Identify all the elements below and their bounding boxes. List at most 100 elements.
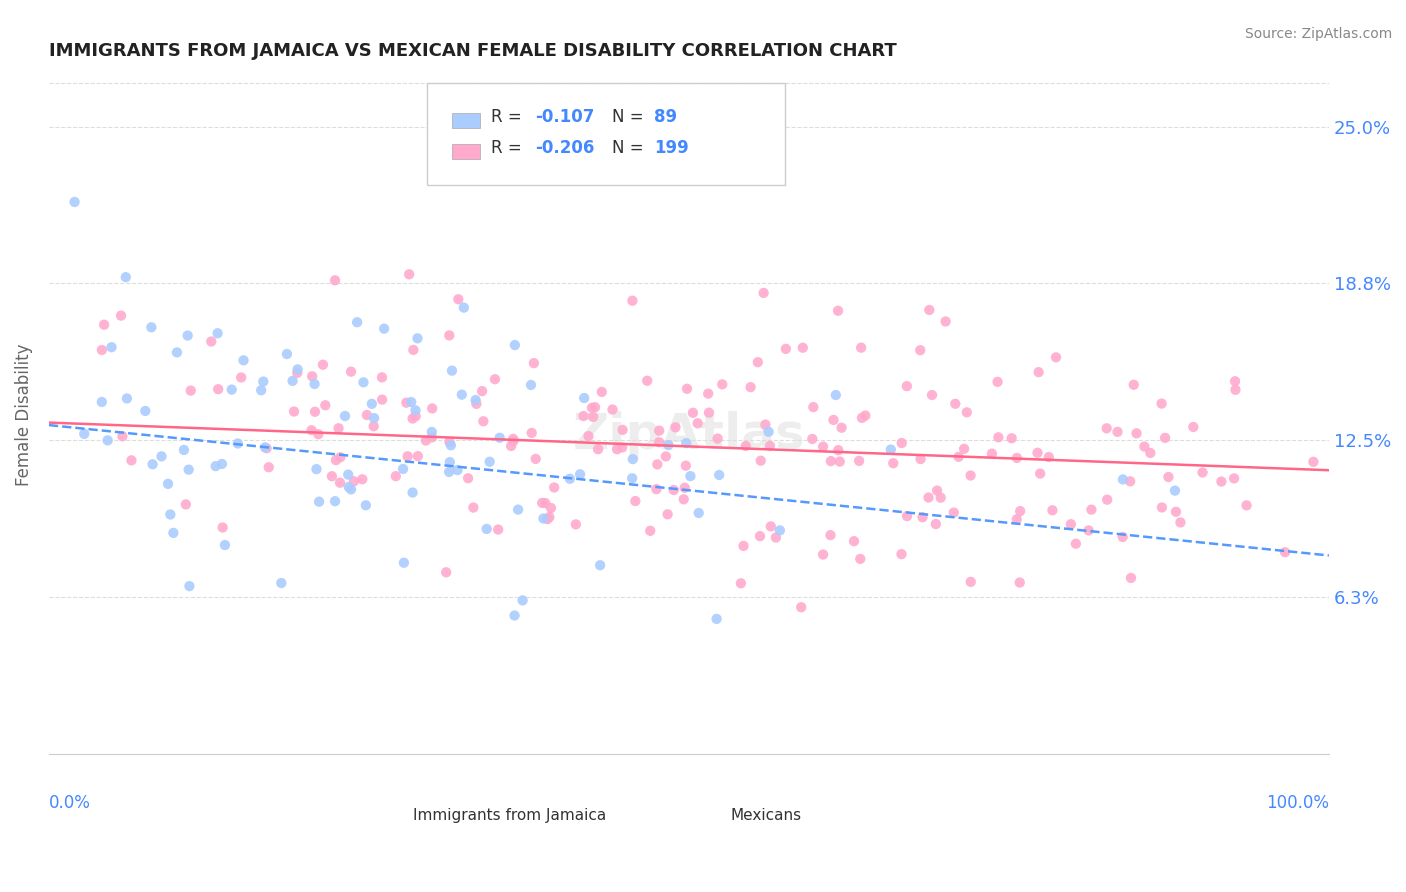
Point — [621, 452, 644, 467]
Point — [340, 483, 363, 497]
Point — [270, 576, 292, 591]
Point — [110, 309, 132, 323]
Point — [396, 450, 419, 464]
Point — [621, 471, 644, 485]
Point — [1112, 530, 1135, 544]
Point — [329, 475, 352, 490]
Point — [177, 463, 200, 477]
Point — [1060, 517, 1083, 532]
Point — [352, 472, 374, 486]
Point — [1225, 383, 1247, 397]
Point — [1064, 537, 1087, 551]
Point — [929, 491, 952, 505]
Point — [464, 392, 486, 407]
Point — [1119, 475, 1142, 489]
Point — [207, 326, 229, 341]
Text: IMMIGRANTS FROM JAMAICA VS MEXICAN FEMALE DISABILITY CORRELATION CHART: IMMIGRANTS FROM JAMAICA VS MEXICAN FEMAL… — [49, 42, 897, 60]
Point — [1182, 420, 1205, 434]
Point — [531, 496, 554, 510]
Point — [679, 469, 702, 483]
Point — [343, 475, 366, 489]
Point — [711, 377, 734, 392]
Point — [254, 441, 277, 455]
Point — [849, 552, 872, 566]
Point — [828, 454, 851, 468]
Point — [769, 524, 792, 538]
Point — [709, 468, 731, 483]
Point — [697, 386, 720, 401]
Point — [142, 457, 165, 471]
Point — [252, 375, 274, 389]
Point — [156, 476, 179, 491]
Point — [304, 377, 326, 392]
Point — [1010, 504, 1032, 518]
Point — [792, 341, 814, 355]
Point — [733, 539, 755, 553]
Point — [849, 341, 872, 355]
Point — [1122, 377, 1144, 392]
Text: Source: ZipAtlas.com: Source: ZipAtlas.com — [1244, 27, 1392, 41]
Point — [283, 404, 305, 418]
Text: 199: 199 — [654, 138, 689, 157]
Point — [1164, 483, 1187, 498]
Point — [538, 510, 561, 524]
Point — [1107, 425, 1129, 439]
Point — [1042, 503, 1064, 517]
Point — [488, 431, 510, 445]
Point — [986, 375, 1008, 389]
Point — [1026, 446, 1049, 460]
Point — [502, 432, 524, 446]
Point — [301, 423, 323, 437]
Point — [638, 524, 661, 538]
Point — [472, 414, 495, 428]
Point — [740, 380, 762, 394]
Point — [301, 369, 323, 384]
Y-axis label: Female Disability: Female Disability — [15, 343, 32, 486]
Point — [484, 372, 506, 386]
Point — [820, 454, 842, 468]
Point — [925, 517, 948, 532]
Point — [395, 395, 418, 409]
Point — [1005, 512, 1028, 526]
Point — [935, 314, 957, 328]
Point — [250, 384, 273, 398]
Point — [363, 411, 385, 425]
Point — [503, 608, 526, 623]
Point — [204, 459, 226, 474]
Point — [1125, 426, 1147, 441]
Text: R =: R = — [491, 108, 526, 126]
Point — [307, 427, 329, 442]
Point — [453, 301, 475, 315]
Point — [373, 321, 395, 335]
FancyBboxPatch shape — [644, 801, 676, 818]
Point — [536, 512, 558, 526]
Point — [811, 440, 834, 454]
Point — [162, 525, 184, 540]
Point — [583, 401, 606, 415]
Point — [312, 358, 335, 372]
Point — [304, 405, 326, 419]
Point — [1139, 446, 1161, 460]
Point — [353, 376, 375, 390]
Point — [173, 442, 195, 457]
Point — [321, 469, 343, 483]
Point — [434, 566, 457, 580]
Point — [956, 405, 979, 419]
Point — [111, 429, 134, 443]
Point — [688, 506, 710, 520]
Point — [226, 436, 249, 450]
Point — [174, 497, 197, 511]
Point — [257, 460, 280, 475]
Point — [624, 494, 647, 508]
Point — [406, 449, 429, 463]
Point — [1157, 470, 1180, 484]
Point — [465, 397, 488, 411]
Point — [1045, 351, 1067, 365]
Point — [440, 364, 463, 378]
Point — [1170, 516, 1192, 530]
Text: N =: N = — [612, 108, 650, 126]
Point — [752, 285, 775, 300]
Point — [682, 406, 704, 420]
Point — [356, 408, 378, 422]
Point — [910, 343, 932, 358]
